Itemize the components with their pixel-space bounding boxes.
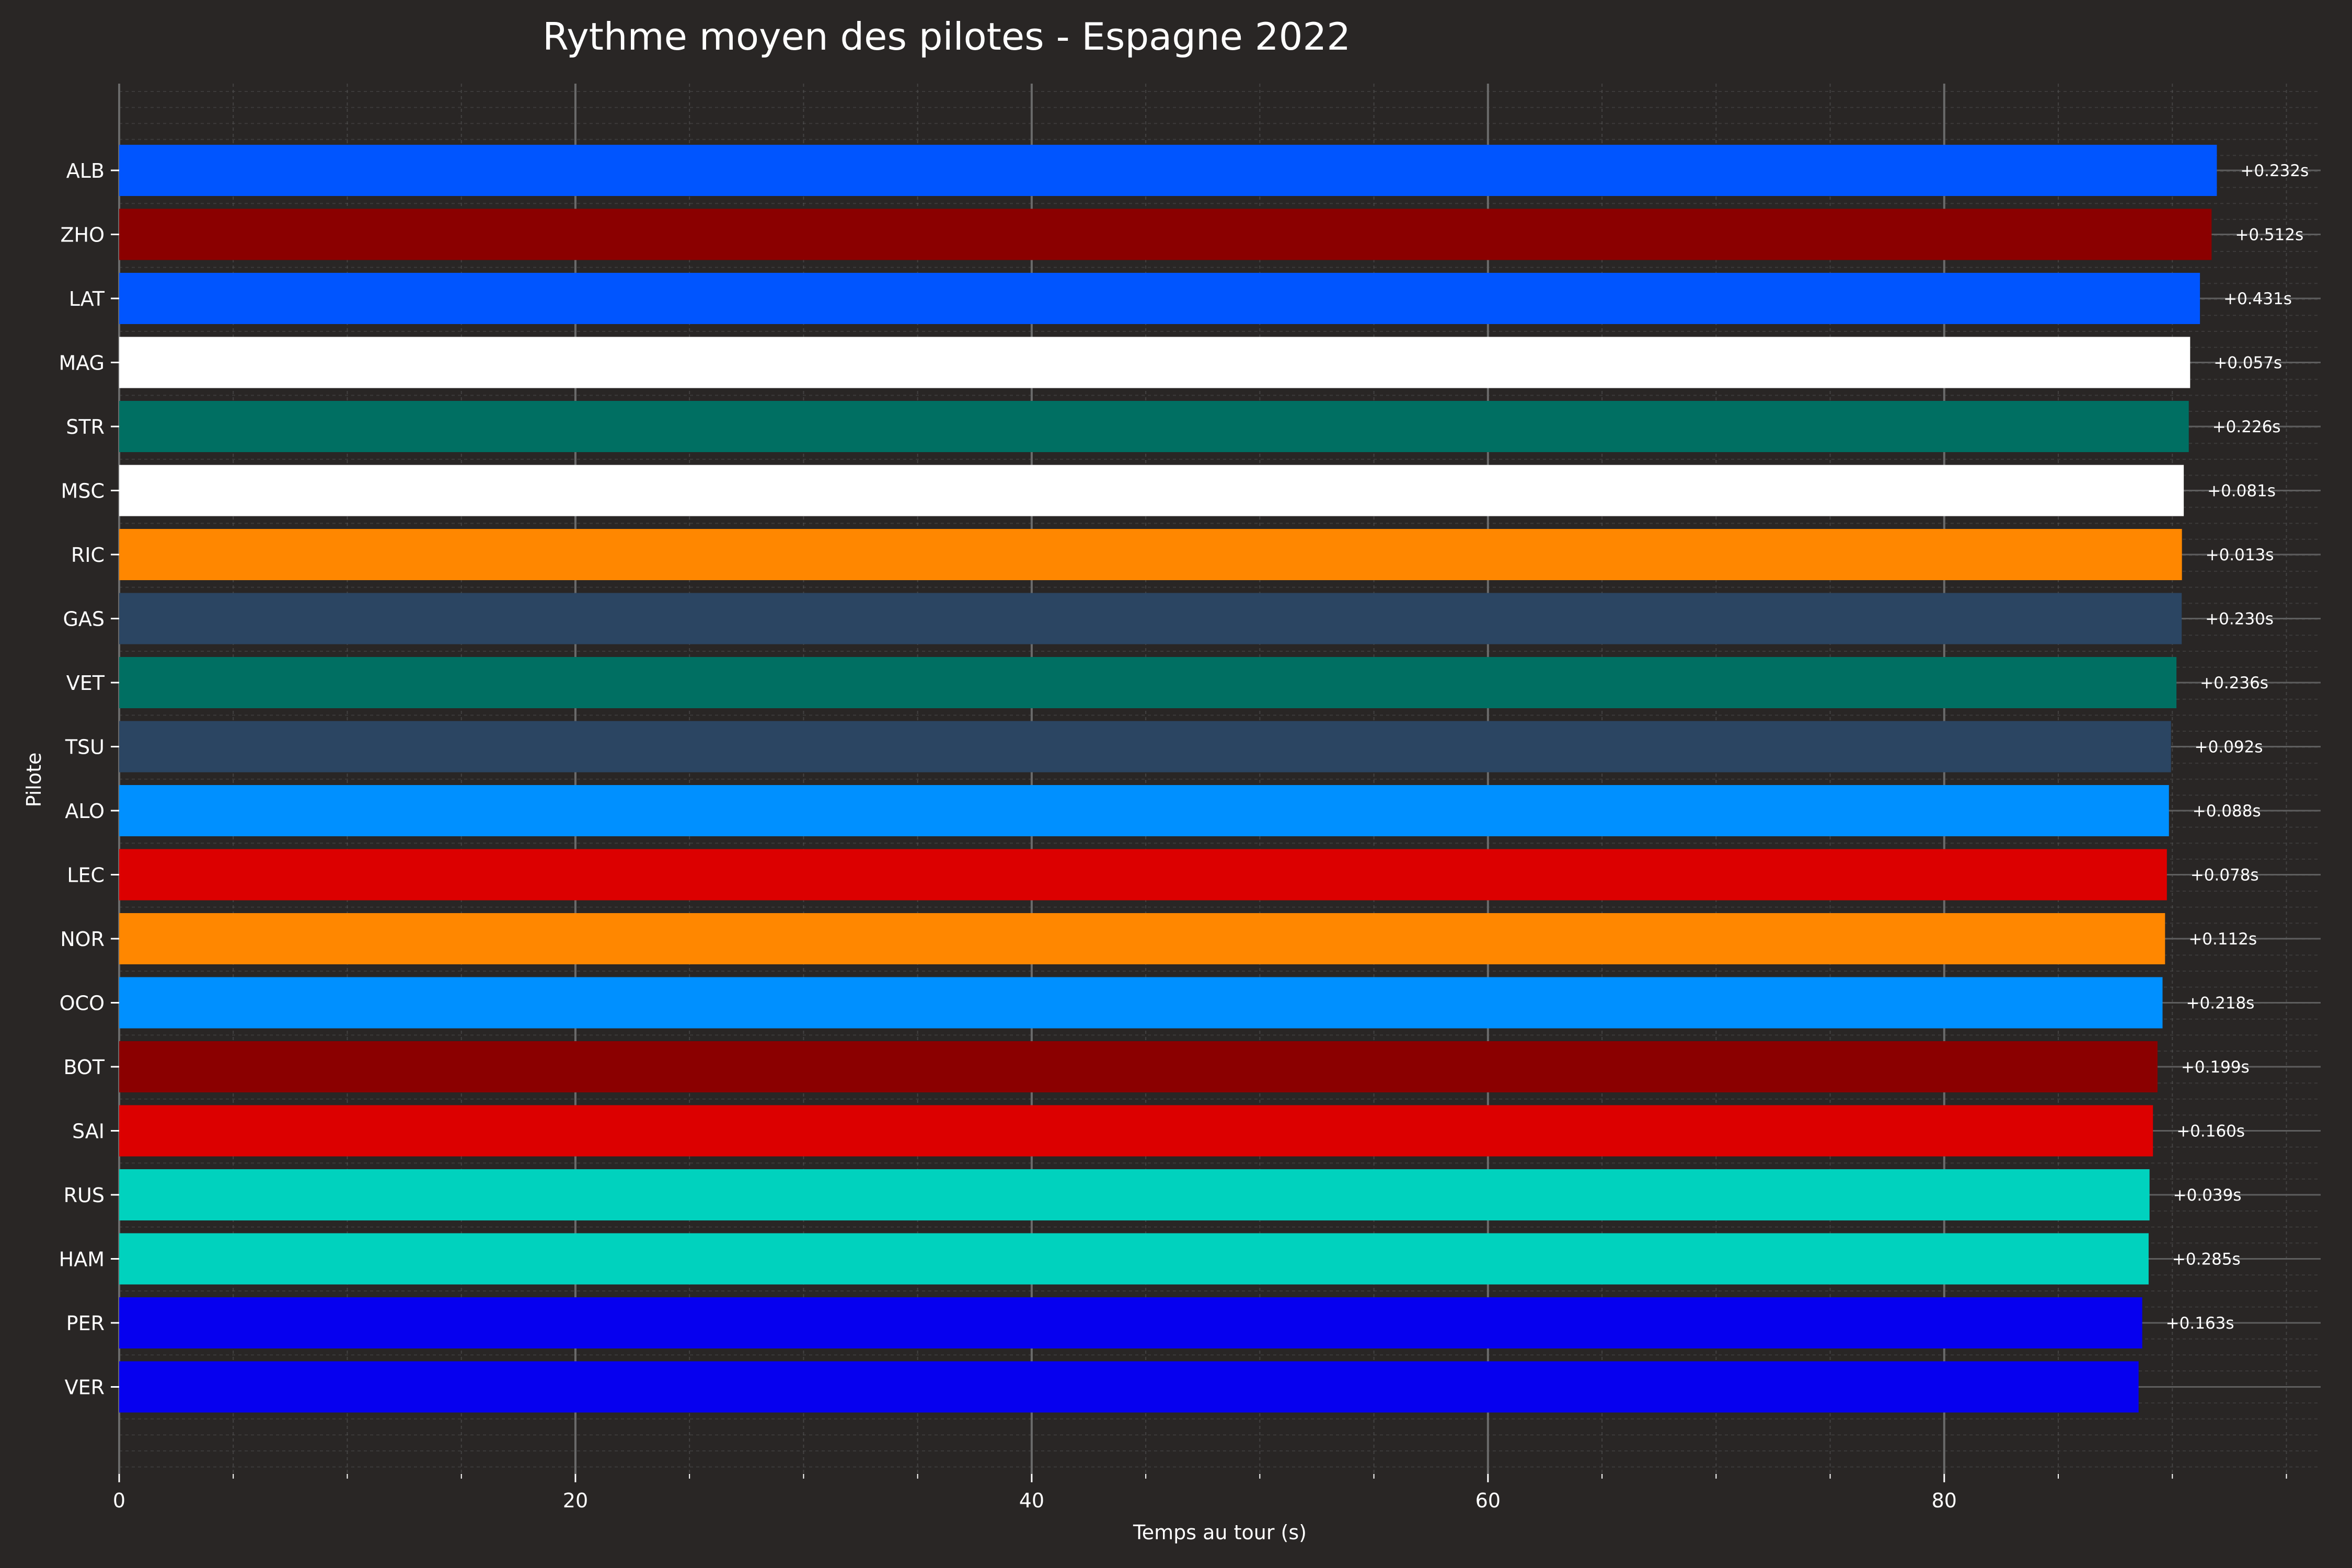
bar-value-label: +0.057s [2213, 354, 2282, 373]
bars-group [119, 145, 2217, 1413]
x-tick-label: 0 [113, 1489, 125, 1512]
bar-value-label: +0.081s [2207, 482, 2276, 501]
y-tick-label: MAG [59, 352, 105, 375]
bar-mag [119, 337, 2190, 388]
y-tick-label: ALO [65, 800, 105, 823]
bar-str [119, 401, 2189, 452]
bar-value-label: +0.230s [2205, 610, 2274, 629]
bar-value-label: +0.092s [2195, 738, 2263, 757]
bar-lat [119, 273, 2200, 324]
bar-value-label: +0.088s [2193, 802, 2261, 821]
bar-value-label: +0.218s [2186, 994, 2255, 1013]
y-tick-label: BOT [63, 1056, 105, 1079]
y-tick-label: ALB [66, 159, 105, 182]
x-axis-label: Temps au tour (s) [1133, 1521, 1307, 1544]
y-tick-label: NOR [60, 928, 105, 951]
bar-value-label: +0.199s [2181, 1058, 2250, 1077]
x-tick-label: 20 [563, 1489, 588, 1512]
x-tick-label: 80 [1932, 1489, 1957, 1512]
bar-ric [119, 529, 2182, 580]
x-axis-ticks: 0 20 40 60 80 [113, 1474, 2287, 1512]
bar-lec [119, 849, 2167, 901]
bar-value-label: +0.078s [2190, 866, 2259, 885]
bar-value-label: +0.226s [2212, 418, 2281, 436]
bar-alo [119, 785, 2169, 836]
x-tick-label: 60 [1475, 1489, 1501, 1512]
y-tick-label: TSU [65, 736, 105, 759]
bar-vet [119, 657, 2177, 708]
x-tick-label: 40 [1019, 1489, 1044, 1512]
bar-bot [119, 1041, 2158, 1092]
bar-value-label: +0.512s [2235, 226, 2303, 245]
bar-value-label: +0.039s [2173, 1186, 2242, 1205]
y-tick-label: LAT [69, 287, 105, 310]
y-tick-label: ZHO [60, 224, 105, 247]
bar-value-label: +0.013s [2206, 546, 2274, 564]
bar-ver [119, 1361, 2139, 1413]
y-tick-label: OCO [60, 992, 105, 1015]
bar-per [119, 1297, 2142, 1348]
bar-value-label: +0.232s [2240, 162, 2309, 180]
bar-nor [119, 913, 2165, 964]
y-tick-label: HAM [59, 1248, 105, 1271]
bar-rus [119, 1169, 2150, 1220]
bar-gas [119, 593, 2182, 644]
bar-sai [119, 1105, 2153, 1157]
bar-value-label: +0.160s [2176, 1122, 2245, 1141]
bar-alb [119, 145, 2217, 196]
bar-value-label: +0.112s [2188, 930, 2257, 949]
y-tick-label: MSC [61, 480, 105, 503]
y-tick-label: RUS [64, 1184, 105, 1207]
y-tick-label: LEC [67, 864, 105, 887]
y-tick-label: PER [66, 1312, 105, 1335]
bar-value-label: +0.431s [2223, 290, 2292, 308]
y-tick-label: STR [66, 416, 105, 439]
bar-ham [119, 1233, 2149, 1285]
bar-oco [119, 977, 2163, 1029]
bar-msc [119, 465, 2184, 516]
y-tick-label: RIC [71, 544, 105, 567]
y-tick-label: GAS [63, 608, 105, 631]
bar-zho [119, 209, 2212, 260]
y-axis-ticks: ALB ZHO LAT MAG STR MSC RIC GAS VET TSU ALO LEC NOR O… [59, 159, 119, 1399]
bar-value-label: +0.285s [2172, 1250, 2241, 1269]
y-tick-label: VER [65, 1376, 105, 1399]
bar-tsu [119, 721, 2171, 773]
value-labels-group: +0.232s +0.512s +0.431s +0.057s +0.226s +0.08… [2166, 162, 2309, 1333]
y-tick-label: VET [66, 672, 105, 695]
y-axis-label: Pilote [22, 753, 45, 808]
bar-value-label: +0.236s [2200, 674, 2268, 693]
y-tick-label: SAI [72, 1120, 105, 1143]
chart-title: Rythme moyen des pilotes - Espagne 2022 [543, 15, 1351, 59]
bar-value-label: +0.163s [2166, 1314, 2234, 1333]
